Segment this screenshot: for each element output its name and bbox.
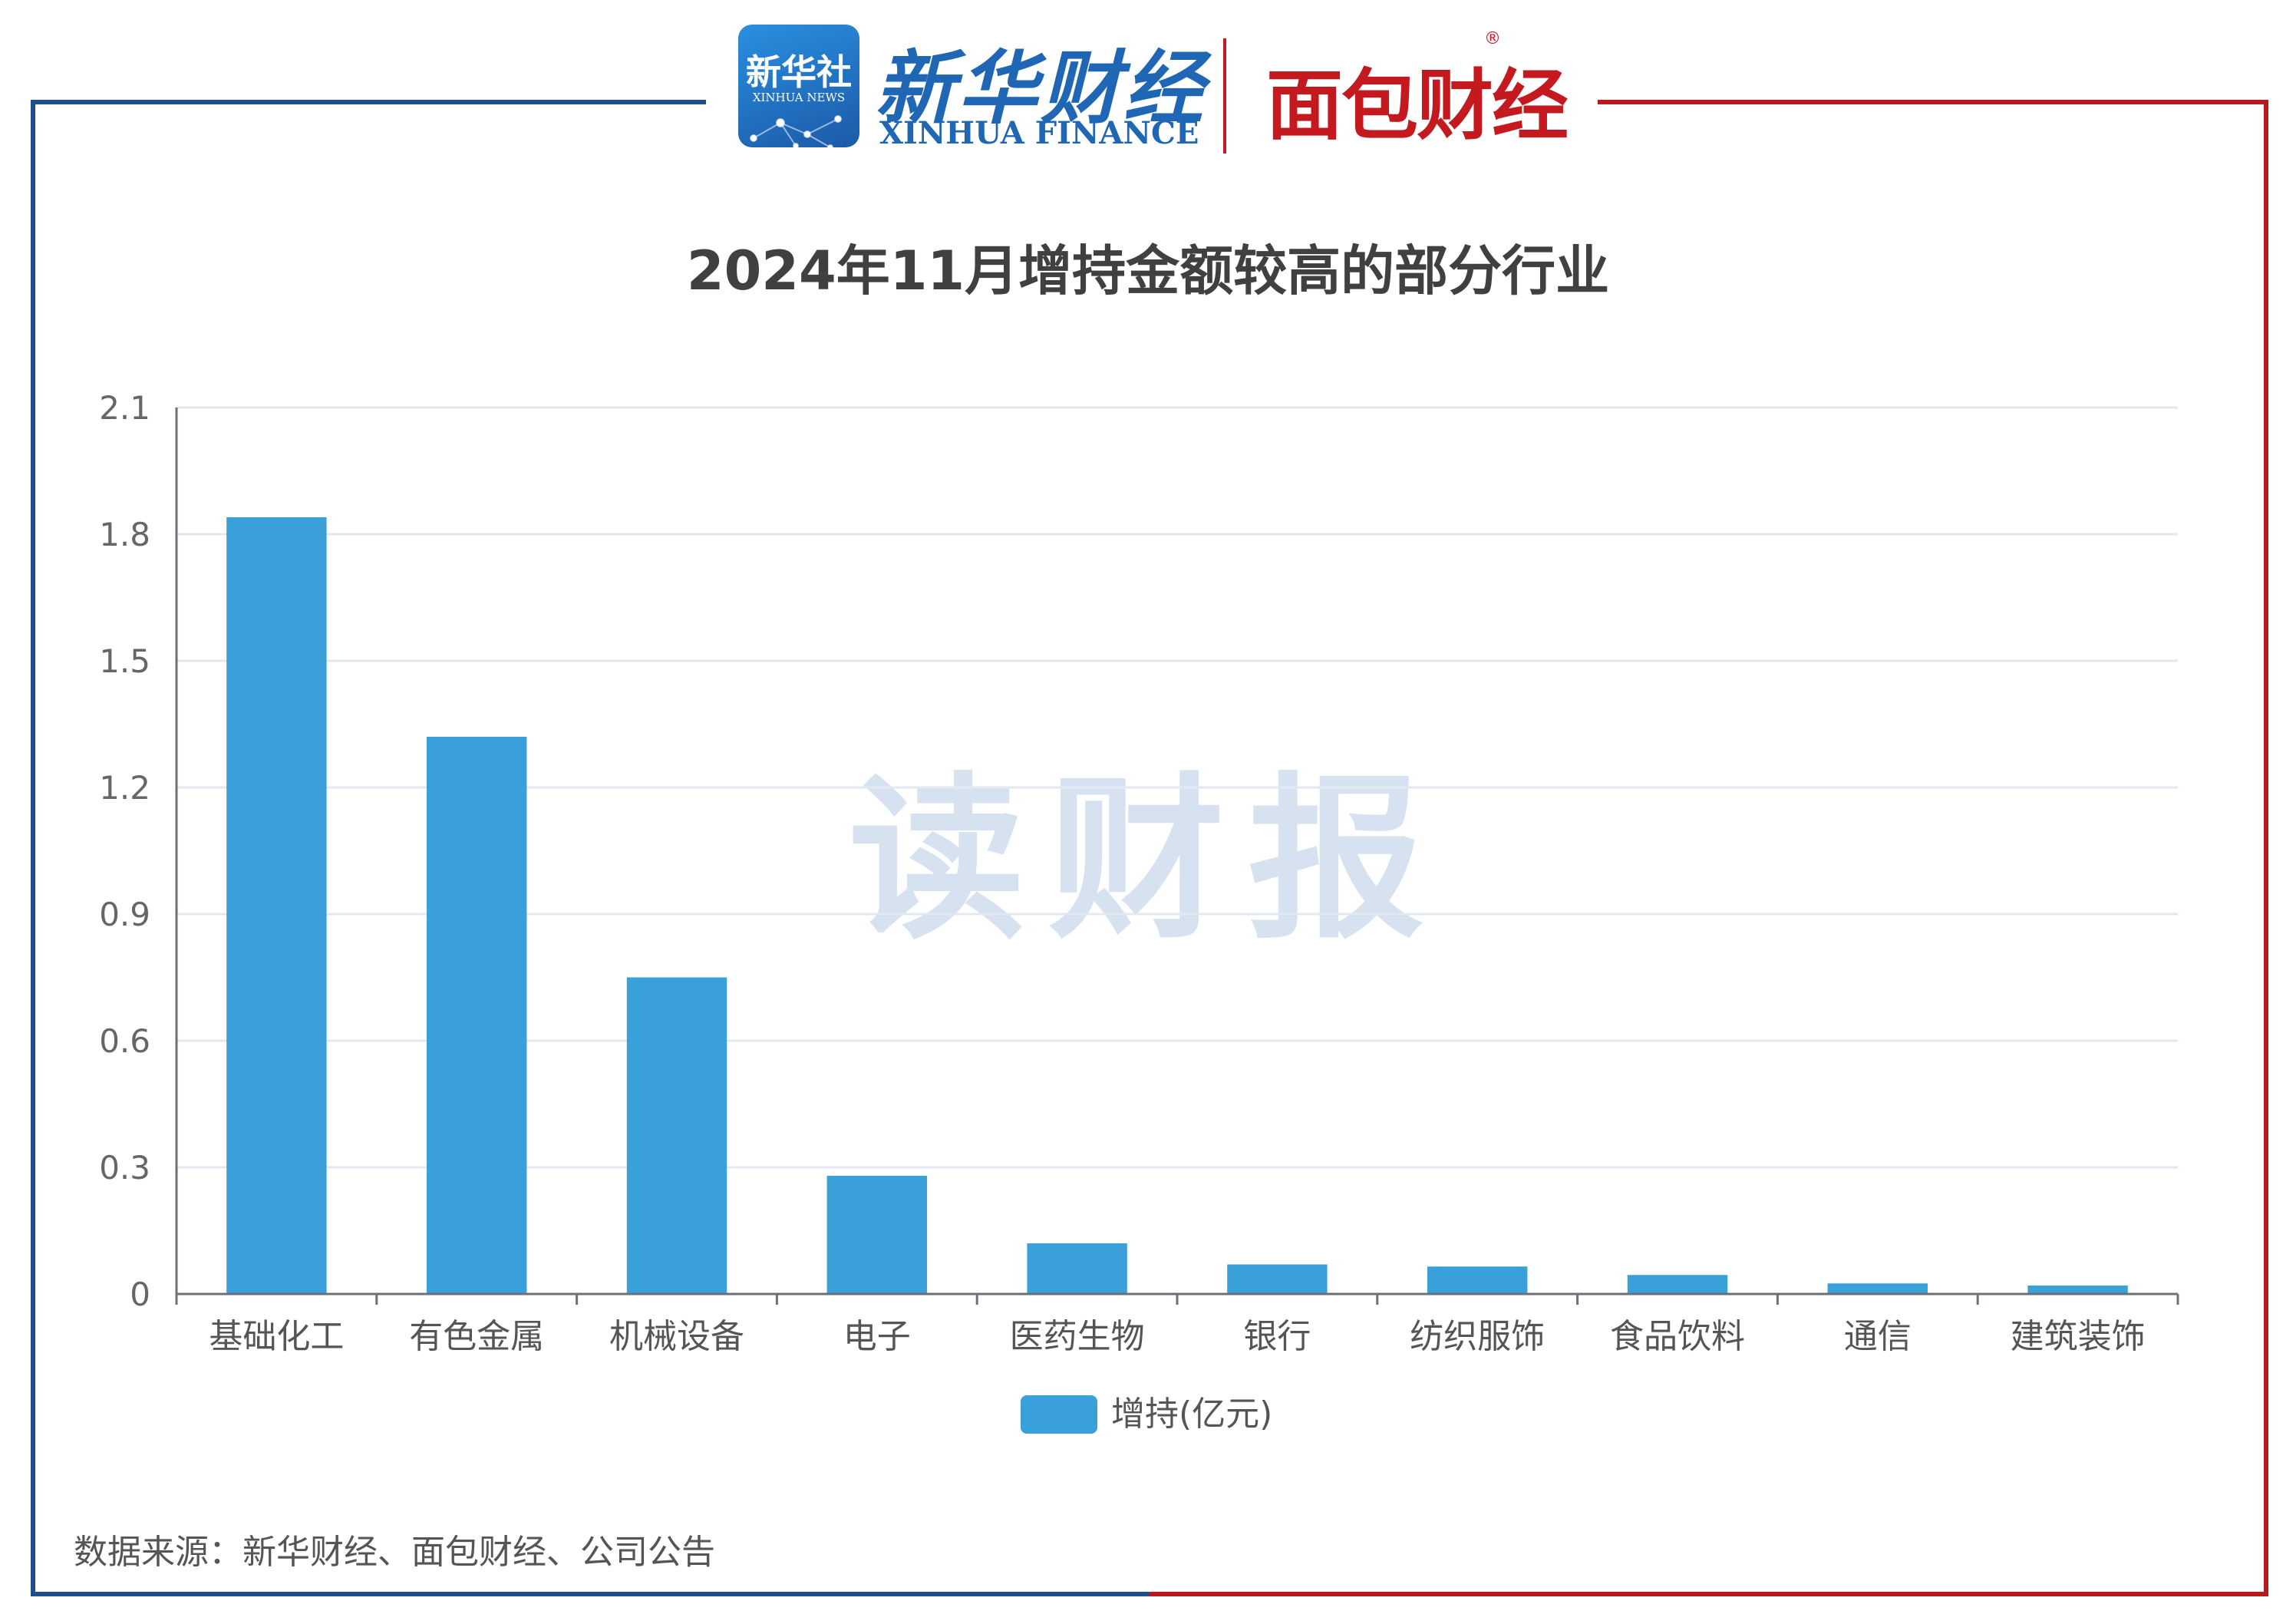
- frame-left-line: [31, 100, 35, 1596]
- bar-5: [1027, 1243, 1127, 1294]
- bars: [226, 517, 2128, 1294]
- y-tick-label: 0: [130, 1276, 150, 1313]
- bar-9: [1827, 1283, 1928, 1294]
- logo-divider: [1223, 38, 1226, 153]
- frame-right-line: [2264, 100, 2268, 1596]
- y-tick-label: 0.6: [99, 1022, 150, 1060]
- x-tick-label: 基础化工: [209, 1317, 344, 1356]
- xinhua-finance-logo-cn: 新华财经: [875, 41, 1207, 135]
- bar-2: [427, 737, 527, 1294]
- x-tick-label: 建筑装饰: [2011, 1317, 2146, 1356]
- bar-1: [226, 517, 327, 1294]
- frame-top-left-line: [31, 100, 706, 104]
- xinhua-news-logo-en: XINHUA NEWS: [752, 91, 846, 104]
- xinhua-finance-logo-en: XINHUA FINANCE: [879, 115, 1199, 151]
- network-dots-icon: [750, 115, 842, 147]
- bar-6: [1227, 1264, 1328, 1294]
- x-tick-label: 银行: [1243, 1317, 1311, 1356]
- bar-3: [626, 977, 727, 1294]
- x-tick-label: 机械设备: [609, 1317, 744, 1356]
- x-tick-label: 食品饮料: [1610, 1317, 1745, 1356]
- data-source-note: 数据来源：新华财经、面包财经、公司公告: [74, 1533, 715, 1572]
- axes: [175, 408, 2179, 1305]
- bar-7: [1427, 1266, 1528, 1294]
- y-tick-label: 1.5: [99, 642, 150, 680]
- y-tick-label: 2.1: [99, 389, 150, 427]
- registered-mark: ®: [1484, 29, 1501, 48]
- x-tick-label: 通信: [1844, 1317, 1912, 1356]
- xinhua-news-logo-cn: 新华社: [746, 51, 852, 93]
- y-tick-label: 0.9: [99, 896, 150, 933]
- x-tick-label: 医药生物: [1010, 1317, 1145, 1356]
- mianbao-finance-logo: 面包财经: [1266, 61, 1569, 150]
- xinhua-news-logo: 新华社 XINHUA NEWS: [738, 25, 859, 147]
- x-tick-label: 有色金属: [409, 1317, 544, 1356]
- legend-swatch: [1021, 1395, 1097, 1434]
- bar-8: [1627, 1275, 1728, 1294]
- x-tick-labels: 基础化工 有色金属 机械设备 电子 医药生物 银行 纺织服饰 食品饮料 通信 建筑装饰: [209, 1317, 2145, 1356]
- bar-10: [2027, 1286, 2128, 1294]
- legend-label: 增持(亿元): [1111, 1395, 1272, 1434]
- y-tick-label: 1.2: [99, 769, 150, 807]
- y-tick-label: 0.3: [99, 1149, 150, 1187]
- x-tick-label: 电子: [843, 1317, 911, 1356]
- x-tick-label: 纺织服饰: [1410, 1317, 1545, 1356]
- frame-bottom-line: [31, 1592, 2268, 1596]
- legend[interactable]: 增持(亿元): [1021, 1395, 1272, 1434]
- chart-title: 2024年11月增持金额较高的部分行业: [687, 239, 1609, 302]
- y-tick-labels: 0 0.3 0.6 0.9 1.2 1.5 1.8 2.1: [99, 389, 150, 1313]
- bar-4: [826, 1176, 927, 1294]
- watermark: 读财报: [849, 758, 1447, 963]
- frame-top-right-line: [1598, 100, 2268, 104]
- y-tick-label: 1.8: [99, 516, 150, 553]
